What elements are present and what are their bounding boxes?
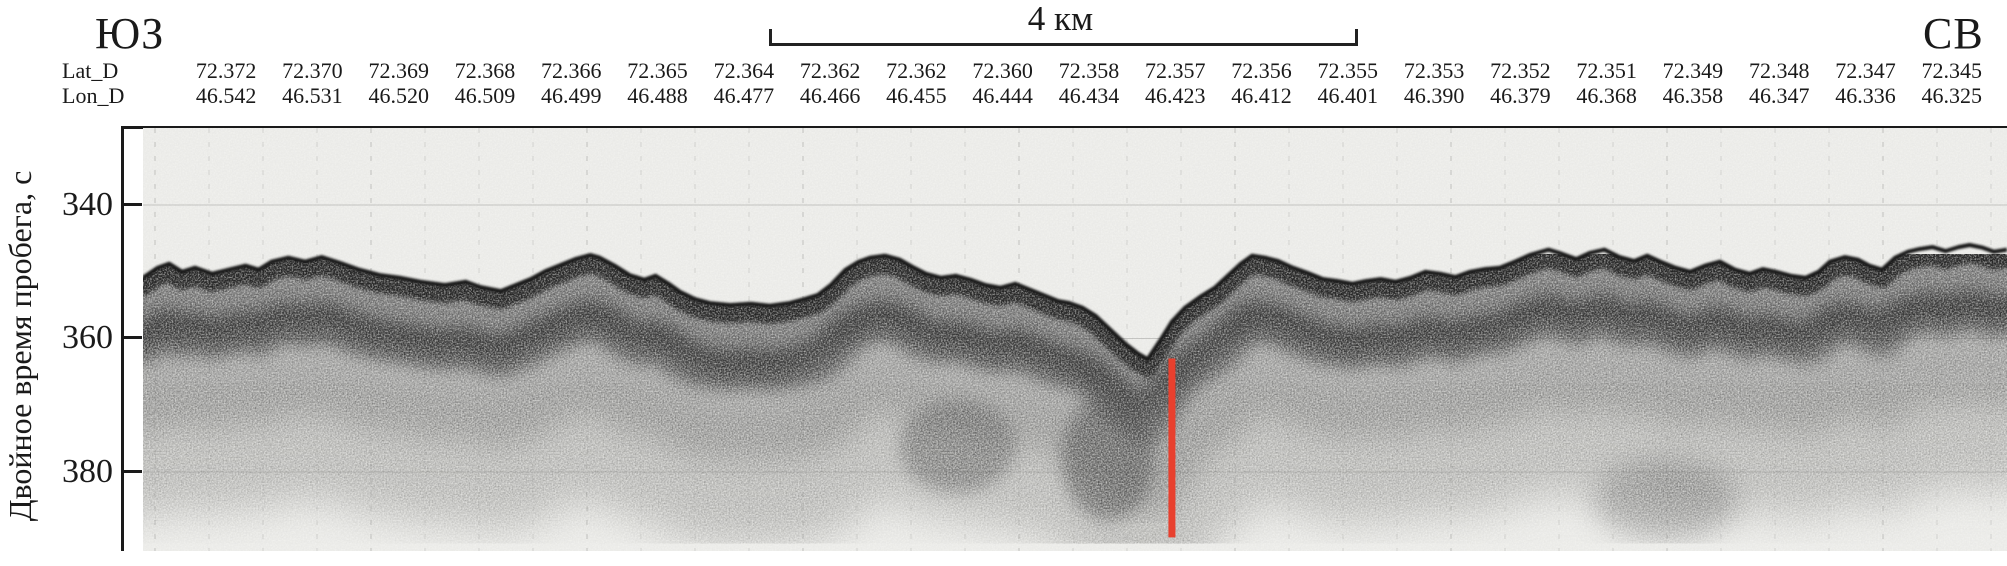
y-tick-label-380: 380 — [62, 453, 113, 490]
lat-value: 72.366 — [541, 58, 602, 83]
lon-value: 46.531 — [282, 83, 343, 108]
lat-value: 72.372 — [195, 58, 257, 83]
lat-value: 72.351 — [1576, 58, 1637, 83]
lat-value: 72.358 — [1058, 58, 1120, 83]
lon-value: 46.347 — [1748, 83, 1810, 108]
lon-value: 46.542 — [195, 83, 257, 108]
y-tick-360 — [121, 336, 142, 339]
lat-value: 72.353 — [1403, 58, 1465, 83]
lat-value: 72.357 — [1144, 58, 1206, 83]
direction-label-sw: ЮЗ — [95, 9, 165, 58]
lat-value: 72.365 — [627, 58, 688, 83]
lon-value: 46.499 — [541, 83, 602, 108]
lon-value: 46.412 — [1231, 83, 1292, 108]
y-tick-380 — [121, 470, 142, 473]
lon-value: 46.368 — [1576, 83, 1637, 108]
plot-top-border — [121, 126, 2007, 129]
lon-value: 46.466 — [799, 83, 861, 108]
lon-value: 46.390 — [1403, 83, 1465, 108]
lat-row-label: Lat_D — [62, 58, 119, 83]
lon-value: 46.444 — [972, 83, 1033, 108]
lon-value: 46.520 — [368, 83, 429, 108]
seismic-image-canvas — [143, 128, 2007, 551]
lon-values-row: 46.542 46.531 46.520 46.509 46.499 46.488 46.4… — [183, 84, 1995, 108]
lon-value: 46.325 — [1921, 83, 1983, 108]
lat-value: 72.356 — [1231, 58, 1292, 83]
lon-value: 46.358 — [1662, 83, 1724, 108]
scale-bar-label: 4 км — [1027, 0, 1094, 38]
y-tick-340 — [121, 203, 142, 206]
lon-value: 46.423 — [1144, 83, 1206, 108]
lat-value: 72.352 — [1490, 58, 1551, 83]
direction-label-ne: СВ — [1923, 9, 1984, 58]
lat-value: 72.370 — [282, 58, 343, 83]
lat-value: 72.355 — [1317, 58, 1379, 83]
lat-value: 72.360 — [972, 58, 1033, 83]
lon-value: 46.488 — [627, 83, 688, 108]
y-tick-label-340: 340 — [62, 186, 113, 223]
lat-value: 72.369 — [368, 58, 429, 83]
lat-value: 72.362 — [799, 58, 861, 83]
seafloor-line — [143, 243, 2007, 362]
lat-values-row: 72.372 72.370 72.369 72.368 72.366 72.365 72.3… — [183, 59, 1995, 83]
lat-value: 72.345 — [1921, 58, 1983, 83]
lat-value: 72.347 — [1835, 58, 1896, 83]
lat-value: 72.349 — [1662, 58, 1724, 83]
y-axis-title: Двойное время пробега, с — [2, 170, 38, 522]
lon-value: 46.434 — [1058, 83, 1120, 108]
lat-value: 72.362 — [886, 58, 947, 83]
lat-value: 72.364 — [713, 58, 775, 83]
seismic-image — [143, 128, 2007, 551]
lon-value: 46.379 — [1490, 83, 1551, 108]
lon-value: 46.401 — [1317, 83, 1379, 108]
scale-bar — [769, 29, 1358, 46]
lat-value: 72.348 — [1748, 58, 1810, 83]
lat-value: 72.368 — [454, 58, 516, 83]
lon-value: 46.477 — [713, 83, 775, 108]
lon-value: 46.509 — [454, 83, 516, 108]
lon-value: 46.336 — [1835, 83, 1896, 108]
y-tick-label-360: 360 — [62, 319, 113, 356]
lon-value: 46.455 — [886, 83, 947, 108]
lon-row-label: Lon_D — [62, 83, 125, 108]
